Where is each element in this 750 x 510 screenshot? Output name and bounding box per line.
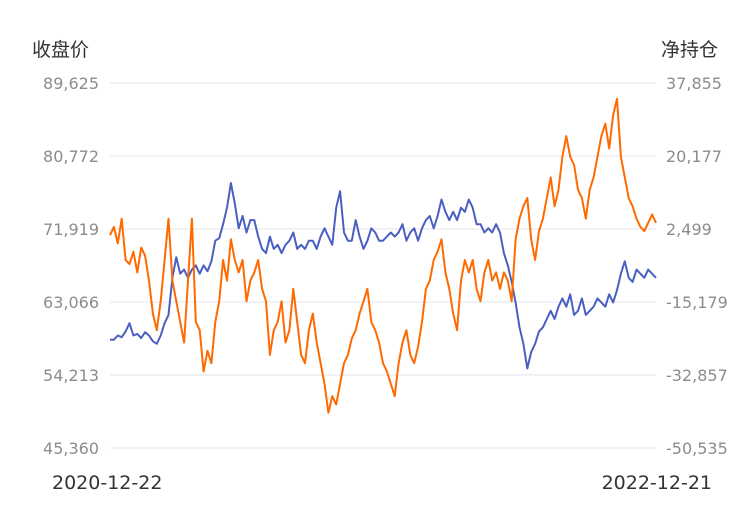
x-tick-label-end: 2022-12-21 xyxy=(602,472,712,494)
series-layer xyxy=(109,97,657,414)
right-axis-title: 净持仓 xyxy=(661,39,718,61)
series-line-net-position xyxy=(109,97,657,414)
right-tick-label: -50,535 xyxy=(666,439,728,458)
right-tick-label: 2,499 xyxy=(666,220,712,239)
left-tick-label: 89,625 xyxy=(43,74,99,93)
left-tick-label: 63,066 xyxy=(43,293,99,312)
right-tick-label: 20,177 xyxy=(666,147,722,166)
grid-layer xyxy=(110,82,656,449)
left-axis-ticks: 89,625 80,772 71,919 63,066 54,213 45,360 xyxy=(43,74,99,458)
right-tick-label: -15,179 xyxy=(666,293,728,312)
series-line-close-price xyxy=(110,182,657,370)
left-axis-title: 收盘价 xyxy=(32,39,89,61)
left-tick-label: 71,919 xyxy=(43,220,99,239)
left-tick-label: 80,772 xyxy=(43,147,99,166)
right-axis-ticks: 37,855 20,177 2,499 -15,179 -32,857 -50,535 xyxy=(666,74,728,458)
x-tick-label-start: 2020-12-22 xyxy=(52,472,162,494)
right-tick-label: -32,857 xyxy=(666,366,728,385)
right-tick-label: 37,855 xyxy=(666,74,722,93)
left-tick-label: 45,360 xyxy=(43,439,99,458)
left-tick-label: 54,213 xyxy=(43,366,99,385)
